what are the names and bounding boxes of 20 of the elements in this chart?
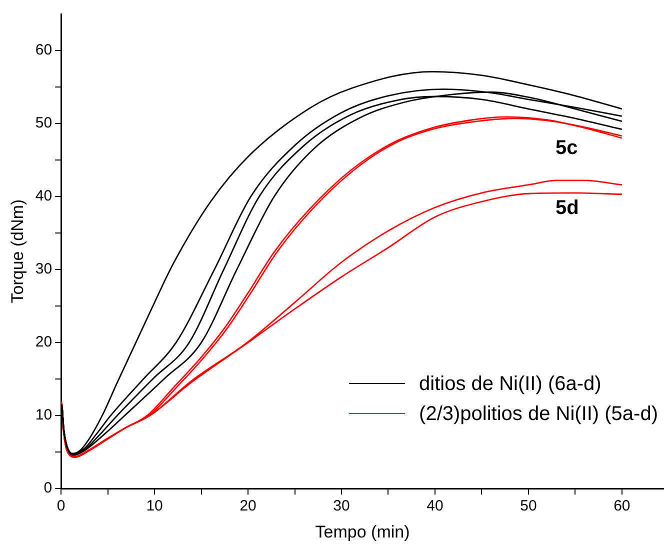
y-tick-label: 60 (35, 42, 52, 59)
x-tick-label: 0 (56, 498, 66, 515)
y-tick-label: 30 (35, 260, 52, 278)
x-tick-label: 60 (614, 498, 630, 515)
legend-label: (2/3)politios de Ni(II) (5a-d) (419, 402, 658, 427)
y-tick-label: 10 (35, 406, 52, 424)
y-tick-label: 50 (35, 114, 52, 132)
x-tick-label: 40 (426, 498, 444, 515)
annotation: 5c (555, 136, 578, 159)
x-tick-label: 30 (333, 498, 350, 515)
y-tick-label: 20 (35, 334, 52, 351)
legend-label: ditios de Ni(II) (6a-d) (419, 372, 602, 397)
y-tick-label: 0 (44, 480, 52, 497)
y-axis-title: Torque (dNm) (8, 199, 27, 304)
x-axis-title: Tempo (min) (315, 522, 410, 542)
y-tick-label: 40 (35, 188, 52, 205)
annotation: 5d (555, 197, 579, 220)
x-tick-label: 10 (146, 498, 163, 515)
x-tick-label: 50 (520, 498, 537, 515)
x-tick-label: 20 (240, 498, 256, 515)
